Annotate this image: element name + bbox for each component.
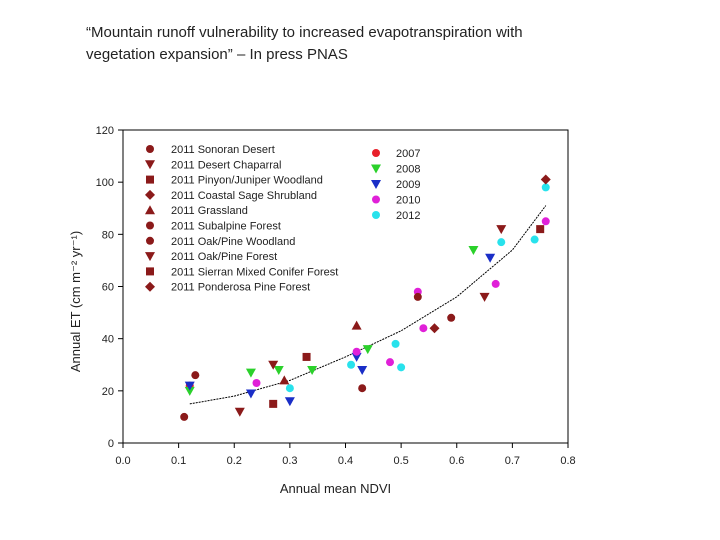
data-point [429,323,440,334]
data-point [269,399,278,408]
legend-marker [371,180,381,189]
x-tick-label: 0.1 [171,455,186,467]
data-point [284,397,295,407]
data-point [541,217,550,226]
data-point [245,389,256,399]
fit-curve-layer [189,205,547,405]
legend-marker [372,211,380,219]
data-point [184,386,195,396]
legend-label: 2011 Oak/Pine Woodland [171,236,295,248]
y-tick-label: 0 [108,438,114,450]
legend-label: 2007 [396,148,420,160]
points-layer [180,174,551,421]
legend-label: 2011 Grassland [171,205,248,217]
x-tick-label: 0.7 [505,455,520,467]
data-point [307,365,318,375]
legend-marker [146,175,154,184]
y-tick-label: 20 [102,386,114,398]
data-point [447,313,456,322]
data-point [386,358,394,367]
data-point [397,363,406,372]
data-point [413,292,422,301]
data-point [245,368,256,378]
x-tick-label: 0.5 [393,455,408,467]
legend-label: 2011 Coastal Sage Shrubland [171,190,317,202]
legend-marker [146,145,154,153]
data-point [391,339,400,348]
y-axis-label: Annual ET (cm m⁻² yr⁻¹) [68,231,83,372]
legend-marker [145,189,155,200]
data-point [351,352,362,362]
data-point [541,183,550,192]
legend-marker [145,252,155,262]
x-tick-label: 0.4 [338,455,353,467]
legend: 2011 Sonoran Desert 2011 Desert Chaparral… [145,144,420,294]
legend-label: 2010 [396,195,420,207]
x-tick-label: 0.3 [282,455,297,467]
data-point [536,225,545,234]
legend-label: 2011 Subalpine Forest [171,221,281,233]
legend-marker [145,160,155,170]
data-point [468,245,479,255]
y-tick-label: 60 [102,282,114,294]
legend-label: 2011 Oak/Pine Forest [171,251,277,263]
fit-curve [189,205,547,405]
x-tick-label: 0.0 [115,455,130,467]
x-tick-label: 0.2 [227,455,242,467]
slide-title-line-2: vegetation expansion” – In press PNAS [86,46,348,63]
data-point [497,238,506,247]
legend-marker [145,281,155,292]
legend-marker [372,195,380,204]
legend-label: 2011 Pinyon/Juniper Woodland [171,175,323,187]
data-point [479,292,490,302]
slide-title: “Mountain runoff vulnerability to increa… [86,22,646,66]
data-point [285,384,294,393]
legend-label: 2011 Desert Chaparral [171,159,281,171]
legend-marker [145,205,155,215]
data-point [234,407,245,417]
data-point [268,360,279,370]
data-point [273,365,284,375]
legend-label: 2011 Sonoran Desert [171,144,275,156]
legend-marker [146,267,154,276]
x-axis-label: Annual mean NDVI [280,481,391,496]
data-point [279,375,290,385]
x-tick-label: 0.6 [449,455,464,467]
data-point [491,279,500,288]
slide-title-line-1: “Mountain runoff vulnerability to increa… [86,24,523,41]
legend-marker [146,236,154,245]
data-point [352,347,361,356]
axes: 0.0 0.1 0.2 0.3 0.4 0.5 0.6 0.7 0.8 0 20 40 60 80 100 1… [68,125,576,496]
data-point [419,324,428,333]
data-point [252,379,261,388]
data-point [496,225,507,235]
legend-label: 2011 Sierran Mixed Conifer Forest [171,266,338,278]
data-point [530,235,539,244]
data-point [180,412,189,421]
data-point [362,345,373,355]
legend-label: 2012 [396,210,420,222]
data-point [351,320,362,330]
legend-label: 2009 [396,179,420,191]
data-point [485,253,496,263]
legend-marker [371,164,381,174]
data-point [358,384,367,393]
data-point [357,365,368,375]
data-point [184,381,195,391]
data-point [347,360,356,369]
legend-label: 2008 [396,164,420,176]
y-tick-label: 120 [96,125,114,137]
legend-marker [146,221,154,230]
y-tick-label: 40 [102,334,114,346]
legend-marker [372,149,380,157]
data-point [540,174,551,185]
y-tick-label: 100 [96,177,114,189]
legend-label: 2011 Ponderosa Pine Forest [171,282,310,294]
data-point [191,371,200,380]
x-tick-label: 0.8 [560,455,575,467]
data-point [302,352,311,361]
y-tick-label: 80 [102,229,114,241]
